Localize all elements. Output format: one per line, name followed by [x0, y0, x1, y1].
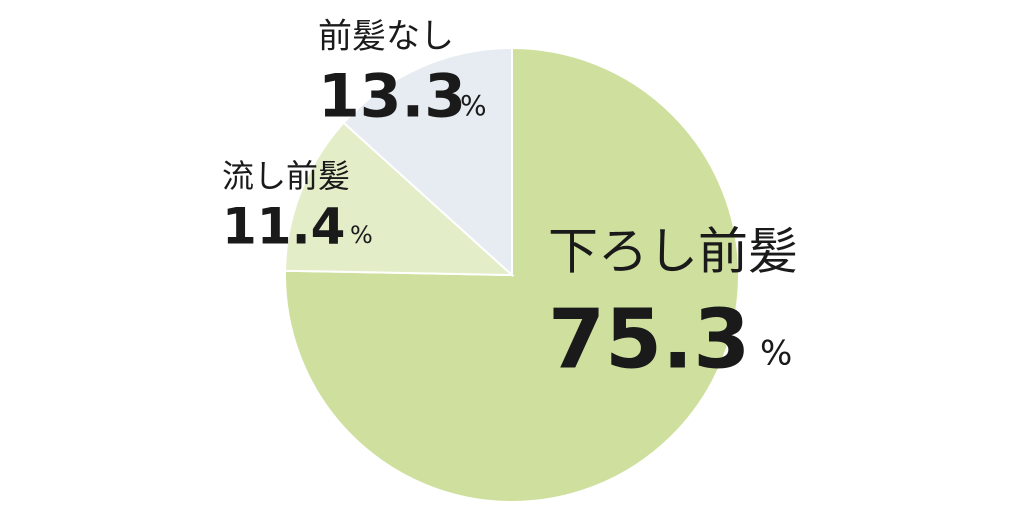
- slice-unit: %: [460, 89, 487, 122]
- slice-unit: %: [350, 221, 373, 249]
- slice-value: 75.3: [548, 292, 750, 387]
- slice-value: 13.3: [318, 62, 466, 132]
- slice-unit: %: [760, 333, 792, 373]
- pie-slice: [284, 46, 740, 503]
- slice-label: 前髪なし: [318, 17, 454, 57]
- pie-slice: [342, 46, 513, 278]
- slice-value: 11.4: [222, 198, 345, 256]
- pie-slice: [284, 121, 515, 277]
- slice-label: 流し前髪: [222, 157, 350, 195]
- slice-label: 下ろし前髪: [548, 223, 798, 281]
